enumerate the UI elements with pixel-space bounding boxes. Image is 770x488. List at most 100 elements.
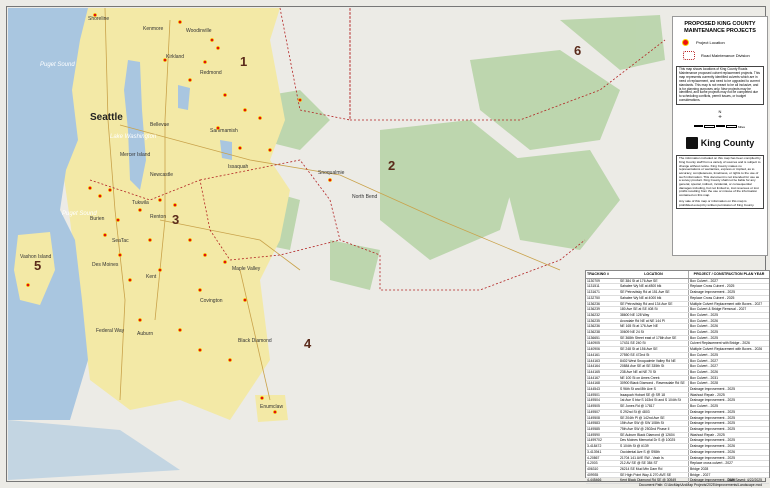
project-location-marker[interactable] <box>118 253 122 257</box>
table-row[interactable]: 11499702 Des Moines Memorial Dr S @ 10025… <box>586 437 769 445</box>
table-row[interactable]: 1131511 Sahalee Wy NE at #800 blk Replace … <box>586 283 769 291</box>
project-location-marker[interactable] <box>203 60 207 64</box>
project-location-marker[interactable] <box>223 260 227 264</box>
project-type: Drainage Improvement - 2025 <box>687 477 769 484</box>
project-location-marker[interactable] <box>243 108 247 112</box>
project-location-marker[interactable] <box>268 148 272 152</box>
table-row[interactable]: 1144165 238 Ave NE at NE 70 St Box Culvert… <box>586 369 769 376</box>
table-row[interactable]: 1149590 SE Auburn Black Diamond @ 12604 Wa… <box>586 432 769 439</box>
project-location-marker[interactable] <box>103 233 107 237</box>
table-row[interactable]: 1136238 30609 NE 24 St Box Culvert - 2025 <box>586 329 769 336</box>
project-location-marker[interactable] <box>260 396 264 400</box>
location: 75th Ave SW @ 2502nd Phase II <box>618 426 689 433</box>
project-location-marker[interactable] <box>243 298 247 302</box>
column-header: PROJECT / CONSTRUCTION PLAN YEAR <box>687 271 769 279</box>
project-location-marker[interactable] <box>298 98 302 102</box>
tracking-number: 1131511 <box>586 283 619 291</box>
table-row[interactable]: 1140906 SE 248 St at 156 Ave SE Multiple C… <box>586 346 769 353</box>
project-location-marker[interactable] <box>178 20 182 24</box>
map-note: This map shows locations of King County … <box>676 66 764 106</box>
table-row[interactable]: 409935 SE High Point Way & 270 AVE SE Brid… <box>586 472 769 479</box>
table-row[interactable]: 4-2003 212 AV SE @ SE 384 ST Replace cross… <box>586 460 769 467</box>
project-location-marker[interactable] <box>128 278 132 282</box>
project-location-marker[interactable] <box>273 410 277 414</box>
table-row[interactable]: 3-418472 S 104th St @ #139 Drainage Improv… <box>586 443 769 450</box>
location: SE 248 St at 156 Ave SE <box>618 346 689 353</box>
project-location-marker[interactable] <box>188 238 192 242</box>
table-row[interactable]: 1144164 20884 Ave SE at SE 335th St Box Cu… <box>586 363 769 370</box>
project-type: Bridge - 2027 <box>687 472 769 479</box>
enumclaw-urban <box>255 395 288 422</box>
table-row[interactable]: 1144161 27550 SE 472nd St Box Culvert - 20… <box>586 352 769 359</box>
project-type: Box Culvert - 2031 <box>687 375 769 382</box>
project-location-marker[interactable] <box>210 38 214 42</box>
location: SE 384 St at 176 Ave SE <box>618 278 689 285</box>
project-location-marker[interactable] <box>158 268 162 272</box>
project-location-marker[interactable] <box>203 253 207 257</box>
table-row[interactable]: 4-445466 Kent Black Diamond Rd SE @ 30549… <box>586 477 769 484</box>
table-row[interactable]: 1136235 Avondale Rd NE at NE 144 Pl Box Cu… <box>586 318 769 325</box>
table-row[interactable]: 1136232 38600 NE 128 Way Box Culvert - 202… <box>586 312 769 319</box>
table-row[interactable]: 1149507 S 292nd St @ 4803 Drainage Improve… <box>586 409 769 416</box>
project-location-marker[interactable] <box>173 203 177 207</box>
table-row[interactable]: 1132750 Sahalee Wy NE at 4000 blk Replace … <box>586 295 769 302</box>
location: 15th Ave SW @ SW 108th St <box>618 420 689 427</box>
project-location-marker[interactable] <box>116 218 120 222</box>
district-boundaries[interactable] <box>89 7 666 291</box>
project-location-marker[interactable] <box>98 194 102 198</box>
table-row[interactable]: 1149504 1st Ave S btw S 163rd St and S 10… <box>586 397 769 405</box>
table-row[interactable]: 3-413941 Occidental Ave S @ S98th Drainage… <box>586 449 769 456</box>
table-row[interactable]: 1149501 Issaquah Hobart SE @ SR 18 Washout… <box>586 392 769 399</box>
project-location-marker[interactable] <box>238 146 242 150</box>
tracking-number: 1144161 <box>586 352 619 359</box>
project-location-marker[interactable] <box>223 93 227 97</box>
project-location-marker[interactable] <box>88 186 92 190</box>
table-row[interactable]: 1131671 SE Petrovitsky Rd at 151 Ave SE Dr… <box>586 289 769 296</box>
project-location-marker[interactable] <box>198 348 202 352</box>
table-row[interactable]: 1136236 SE Petrovitsky Rd and 134 Ave SE M… <box>586 301 769 308</box>
project-location-marker[interactable] <box>93 13 97 17</box>
project-location-marker[interactable] <box>178 328 182 332</box>
table-row[interactable]: 1144167 NE 100 St on Ames Creek Box Culver… <box>586 375 769 382</box>
project-location-marker[interactable] <box>228 358 232 362</box>
project-type: Multiple Culvert Replacement with Boxes … <box>687 301 769 308</box>
tracking-number: 1136236 <box>586 301 619 308</box>
project-location-marker[interactable] <box>198 288 202 292</box>
table-row[interactable]: 4-20867 21704 141 AVE SW - Vash Is Drainag… <box>586 455 769 462</box>
project-location-marker[interactable] <box>188 78 192 82</box>
project-location-marker[interactable] <box>158 198 162 202</box>
table-row[interactable]: 1144163 8402 West Snoqualmie Valley Rd NE… <box>586 358 769 365</box>
project-location-marker[interactable] <box>138 208 142 212</box>
king-county-logo-icon <box>685 137 698 150</box>
project-location-marker[interactable] <box>148 238 152 242</box>
project-type: Box Culvert - 2025 <box>687 335 769 342</box>
project-location-marker[interactable] <box>216 126 220 130</box>
project-location-marker[interactable] <box>258 116 262 120</box>
water-bodies <box>8 8 232 480</box>
table-row[interactable]: 1149585 75th Ave SW @ 2502nd Phase II Drai… <box>586 426 769 433</box>
table-row[interactable]: 1130709 SE 384 St at 176 Ave SE Box Culver… <box>586 278 769 285</box>
table-row[interactable]: 1144168 30900 Black Diamond - Ravensdale … <box>586 380 769 388</box>
table-row[interactable]: 1144543 S 96th St and 8th Ave S Drainage I… <box>586 386 769 393</box>
project-location-marker[interactable] <box>108 188 112 192</box>
project-location-marker[interactable] <box>328 178 332 182</box>
table-row[interactable]: 1140905 17431 SE 240 St Culvert Replacemen… <box>586 340 769 348</box>
place-label: Issaquah <box>228 164 249 170</box>
table-row[interactable]: 1149583 15th Ave SW @ SW 108th St Drainage… <box>586 420 769 427</box>
table-row[interactable]: 1136239 180 Ave SE at SE 408 St Box Culver… <box>586 306 769 313</box>
project-locations[interactable] <box>26 13 332 414</box>
location: 8402 West Snoqualmie Valley Rd NE <box>618 358 689 365</box>
table-row[interactable]: 1136651 SE 368th Street east of 176th Ave… <box>586 335 769 342</box>
project-location-marker[interactable] <box>138 318 142 322</box>
project-location-marker[interactable] <box>26 283 30 287</box>
place-label: Mercer Island <box>120 152 151 158</box>
project-location-marker[interactable] <box>216 46 220 50</box>
table-row[interactable]: 406310 26214 SE Mud Mtn Dam Rd Bridge 2028 <box>586 466 769 473</box>
project-type: Box Culvert - 2027 <box>687 278 769 285</box>
tracking-number: 1130709 <box>586 278 619 285</box>
table-row[interactable]: 1149505 SE Jones Rd @ 17817 Box Culvert - … <box>586 403 769 410</box>
table-row[interactable]: 1136236 NE 165 St at 176 Ave NE Box Culver… <box>586 323 769 331</box>
project-location-marker[interactable] <box>163 58 167 62</box>
table-row[interactable]: 1149508 SE 204th Pl @ 142nd Ave SE Drainag… <box>586 415 769 422</box>
